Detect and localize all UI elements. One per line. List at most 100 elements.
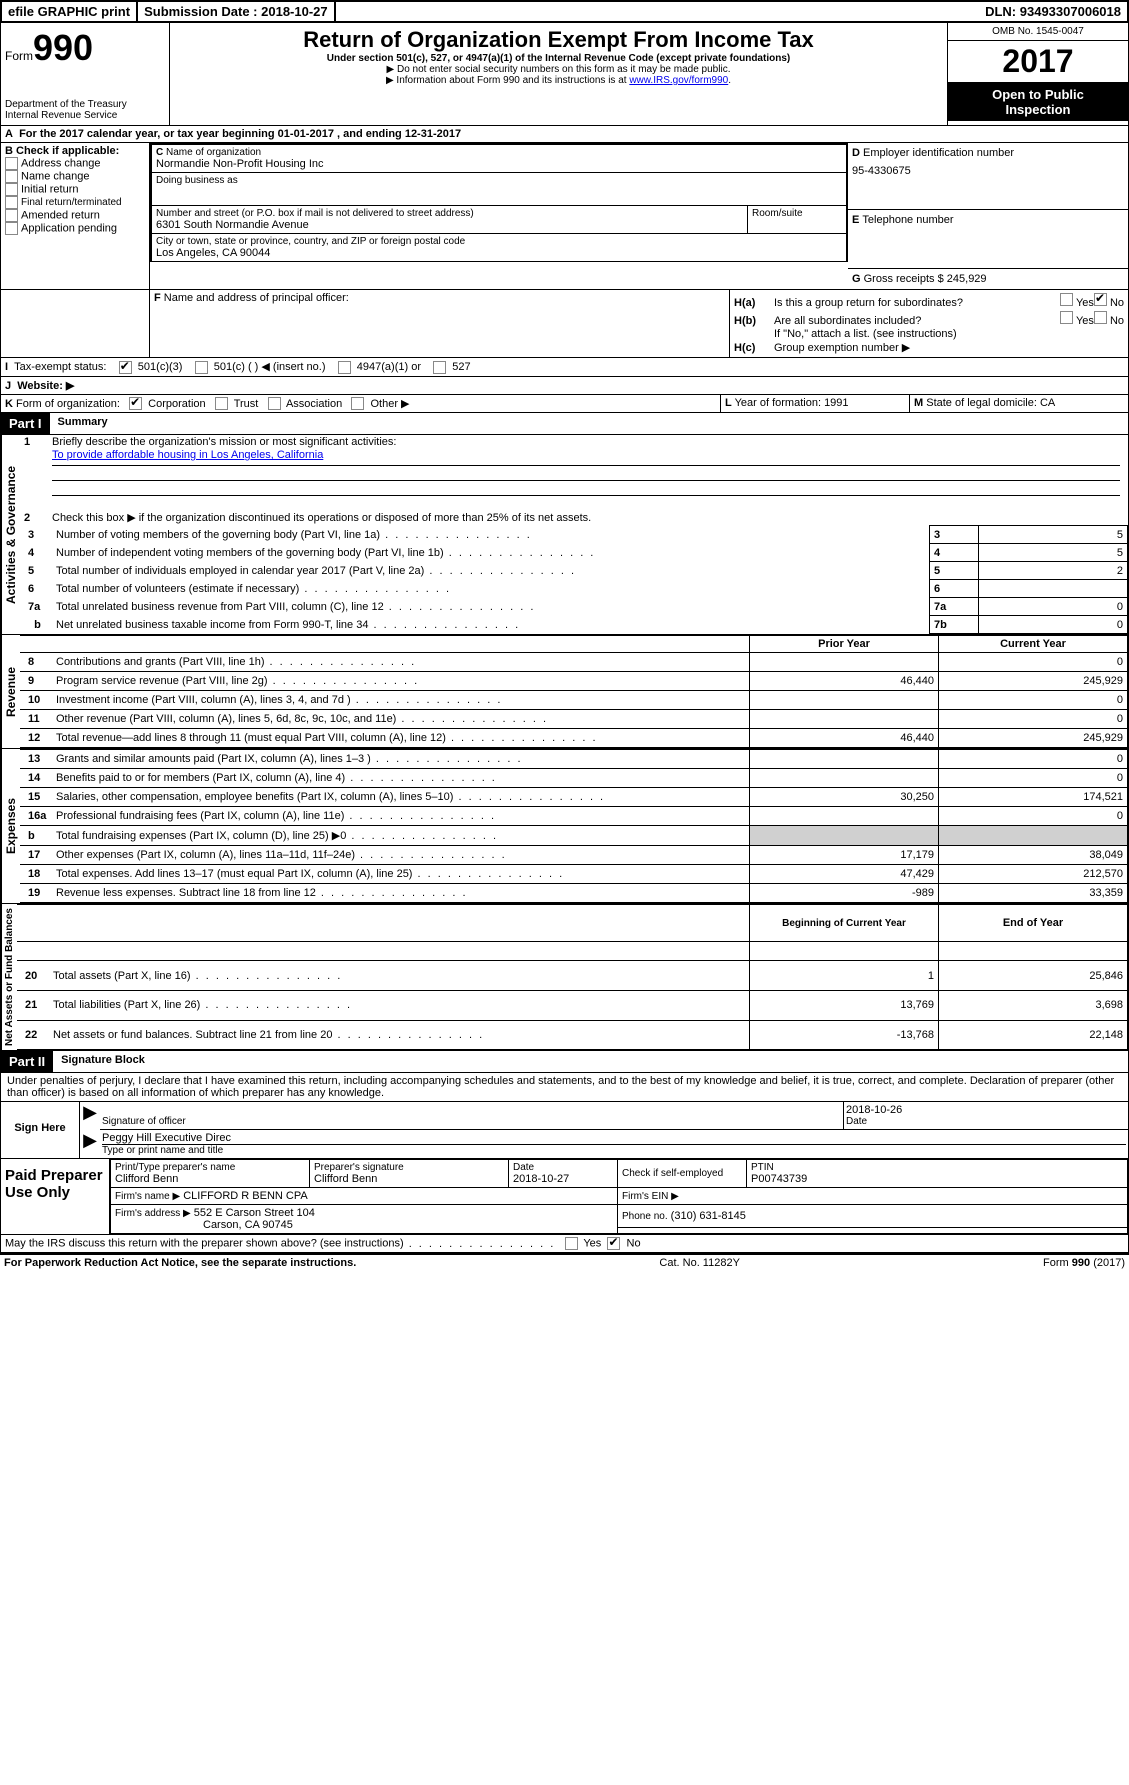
cb-corporation[interactable] — [129, 397, 142, 410]
netassets-table: Beginning of Current YearEnd of Year 20T… — [17, 904, 1128, 1050]
name-title-label: Type or print name and title — [102, 1144, 1126, 1156]
dept-treasury: Department of the Treasury — [5, 99, 165, 110]
l5: Total number of individuals employed in … — [56, 565, 925, 577]
firm-name: CLIFFORD R BENN CPA — [183, 1190, 307, 1202]
gross-receipts: 245,929 — [947, 273, 987, 285]
firm-name-label: Firm's name ▶ — [115, 1191, 180, 1202]
revenue-table: Prior YearCurrent Year 8Contributions an… — [20, 635, 1128, 748]
cb-4947[interactable] — [338, 361, 351, 374]
form-990-page: efile GRAPHIC print Submission Date : 20… — [0, 0, 1129, 1271]
dln: DLN: 93493307006018 — [979, 2, 1127, 21]
tax-exempt-label: Tax-exempt status: — [14, 361, 106, 373]
dba-label: Doing business as — [156, 175, 842, 186]
subtitle-3: ▶ Information about Form 990 and its ins… — [174, 75, 943, 86]
form-title: Return of Organization Exempt From Incom… — [174, 27, 943, 53]
ha-label: Is this a group return for subordinates? — [774, 297, 1060, 309]
hb-no-cb[interactable] — [1094, 311, 1107, 324]
subtitle-1: Under section 501(c), 527, or 4947(a)(1)… — [174, 53, 943, 64]
cb-501c[interactable] — [195, 361, 208, 374]
paid-preparer-label: Paid Preparer Use Only — [1, 1159, 110, 1234]
l3: Number of voting members of the governin… — [56, 529, 925, 541]
firm-addr1: 552 E Carson Street 104 — [194, 1207, 315, 1219]
expenses-table: 13Grants and similar amounts paid (Part … — [20, 749, 1128, 903]
irs-link[interactable]: www.IRS.gov/form990 — [629, 75, 728, 86]
mission-text: To provide affordable housing in Los Ang… — [52, 449, 323, 461]
cb-other[interactable] — [351, 397, 364, 410]
sidebar-expenses: Expenses — [1, 749, 20, 903]
sidebar-revenue: Revenue — [1, 635, 20, 748]
cb-association[interactable] — [268, 397, 281, 410]
ha-yes-cb[interactable] — [1060, 293, 1073, 306]
cb-application-pending[interactable]: Application pending — [5, 222, 145, 235]
subtitle-2: ▶ Do not enter social security numbers o… — [174, 64, 943, 75]
part1-name: Summary — [50, 413, 116, 434]
irs: Internal Revenue Service — [5, 110, 165, 121]
l7a: Total unrelated business revenue from Pa… — [56, 601, 925, 613]
ha-no-cb[interactable] — [1094, 293, 1107, 306]
firm-addr2: Carson, CA 90745 — [115, 1219, 293, 1231]
section-b-header: B Check if applicable: — [5, 145, 145, 157]
cb-amended-return[interactable]: Amended return — [5, 209, 145, 222]
perjury-text: Under penalties of perjury, I declare th… — [0, 1073, 1129, 1102]
firm-addr-label: Firm's address ▶ — [115, 1208, 191, 1219]
form-word: Form — [5, 49, 33, 63]
cat-number: Cat. No. 11282Y — [356, 1257, 1043, 1269]
hc-label: Group exemption number ▶ — [774, 341, 910, 354]
cb-address-change[interactable]: Address change — [5, 157, 145, 170]
prep-sig: Clifford Benn — [314, 1173, 504, 1185]
gross-receipts-label: Gross receipts $ — [864, 273, 944, 285]
sign-here-label: Sign Here — [1, 1102, 80, 1158]
discuss-no-cb[interactable] — [607, 1237, 620, 1250]
year-formation: 1991 — [824, 397, 848, 409]
org-name: Normandie Non-Profit Housing Inc — [156, 158, 842, 170]
form-header: Form990 Department of the Treasury Inter… — [0, 23, 1129, 126]
ptin: P00743739 — [751, 1173, 1123, 1185]
top-bar: efile GRAPHIC print Submission Date : 20… — [0, 0, 1129, 23]
part1-header: Part I — [1, 413, 50, 434]
cb-initial-return[interactable]: Initial return — [5, 183, 145, 196]
prep-sig-label: Preparer's signature — [314, 1162, 504, 1173]
prep-name-label: Print/Type preparer's name — [115, 1162, 305, 1173]
cb-trust[interactable] — [215, 397, 228, 410]
prep-date-label: Date — [513, 1162, 613, 1173]
self-employed: Check if self-employed — [618, 1160, 747, 1188]
form-org-label: Form of organization: — [16, 398, 120, 410]
year-formation-label: Year of formation: — [735, 397, 821, 409]
part2-header: Part II — [1, 1051, 53, 1072]
firm-ein-label: Firm's EIN ▶ — [618, 1188, 1128, 1205]
ein-value: 95-4330675 — [852, 159, 1124, 177]
efile-label: efile GRAPHIC print — [2, 2, 138, 21]
pra-notice: For Paperwork Reduction Act Notice, see … — [4, 1257, 356, 1269]
submission-date: Submission Date : 2018-10-27 — [138, 2, 336, 21]
hb-yes-cb[interactable] — [1060, 311, 1073, 324]
tax-year: 2017 — [948, 40, 1128, 83]
hb-note: If "No," attach a list. (see instruction… — [734, 328, 1124, 340]
cb-name-change[interactable]: Name change — [5, 170, 145, 183]
form-footer: Form 990 (2017) — [1043, 1257, 1125, 1269]
addr-label: Number and street (or P.O. box if mail i… — [156, 208, 743, 219]
date-label: Date — [846, 1116, 1126, 1127]
discuss-yes-cb[interactable] — [565, 1237, 578, 1250]
firm-phone-label: Phone no. — [622, 1211, 668, 1222]
cb-final-return[interactable]: Final return/terminated — [5, 196, 145, 209]
l4: Number of independent voting members of … — [56, 547, 925, 559]
cb-527[interactable] — [433, 361, 446, 374]
sidebar-activities: Activities & Governance — [1, 435, 20, 634]
part2-name: Signature Block — [53, 1051, 153, 1072]
street-address: 6301 South Normandie Avenue — [156, 219, 743, 231]
l7b: Net unrelated business taxable income fr… — [56, 619, 925, 631]
room-suite-label: Room/suite — [747, 206, 846, 233]
sign-date: 2018-10-26 — [846, 1104, 1126, 1116]
open-inspection: Open to PublicInspection — [948, 83, 1128, 121]
prep-date: 2018-10-27 — [513, 1173, 613, 1185]
hb-label: Are all subordinates included? — [774, 315, 1060, 327]
domicile-label: State of legal domicile: — [926, 397, 1037, 409]
prep-name: Clifford Benn — [115, 1173, 305, 1185]
governance-table: 3Number of voting members of the governi… — [20, 525, 1128, 634]
l1-text: Briefly describe the organization's miss… — [52, 436, 1128, 448]
cb-501c3[interactable] — [119, 361, 132, 374]
discuss-preparer: May the IRS discuss this return with the… — [1, 1235, 1128, 1252]
section-j: J Website: ▶ — [1, 377, 1128, 394]
domicile: CA — [1040, 397, 1055, 409]
city-state-zip: Los Angeles, CA 90044 — [156, 247, 842, 259]
